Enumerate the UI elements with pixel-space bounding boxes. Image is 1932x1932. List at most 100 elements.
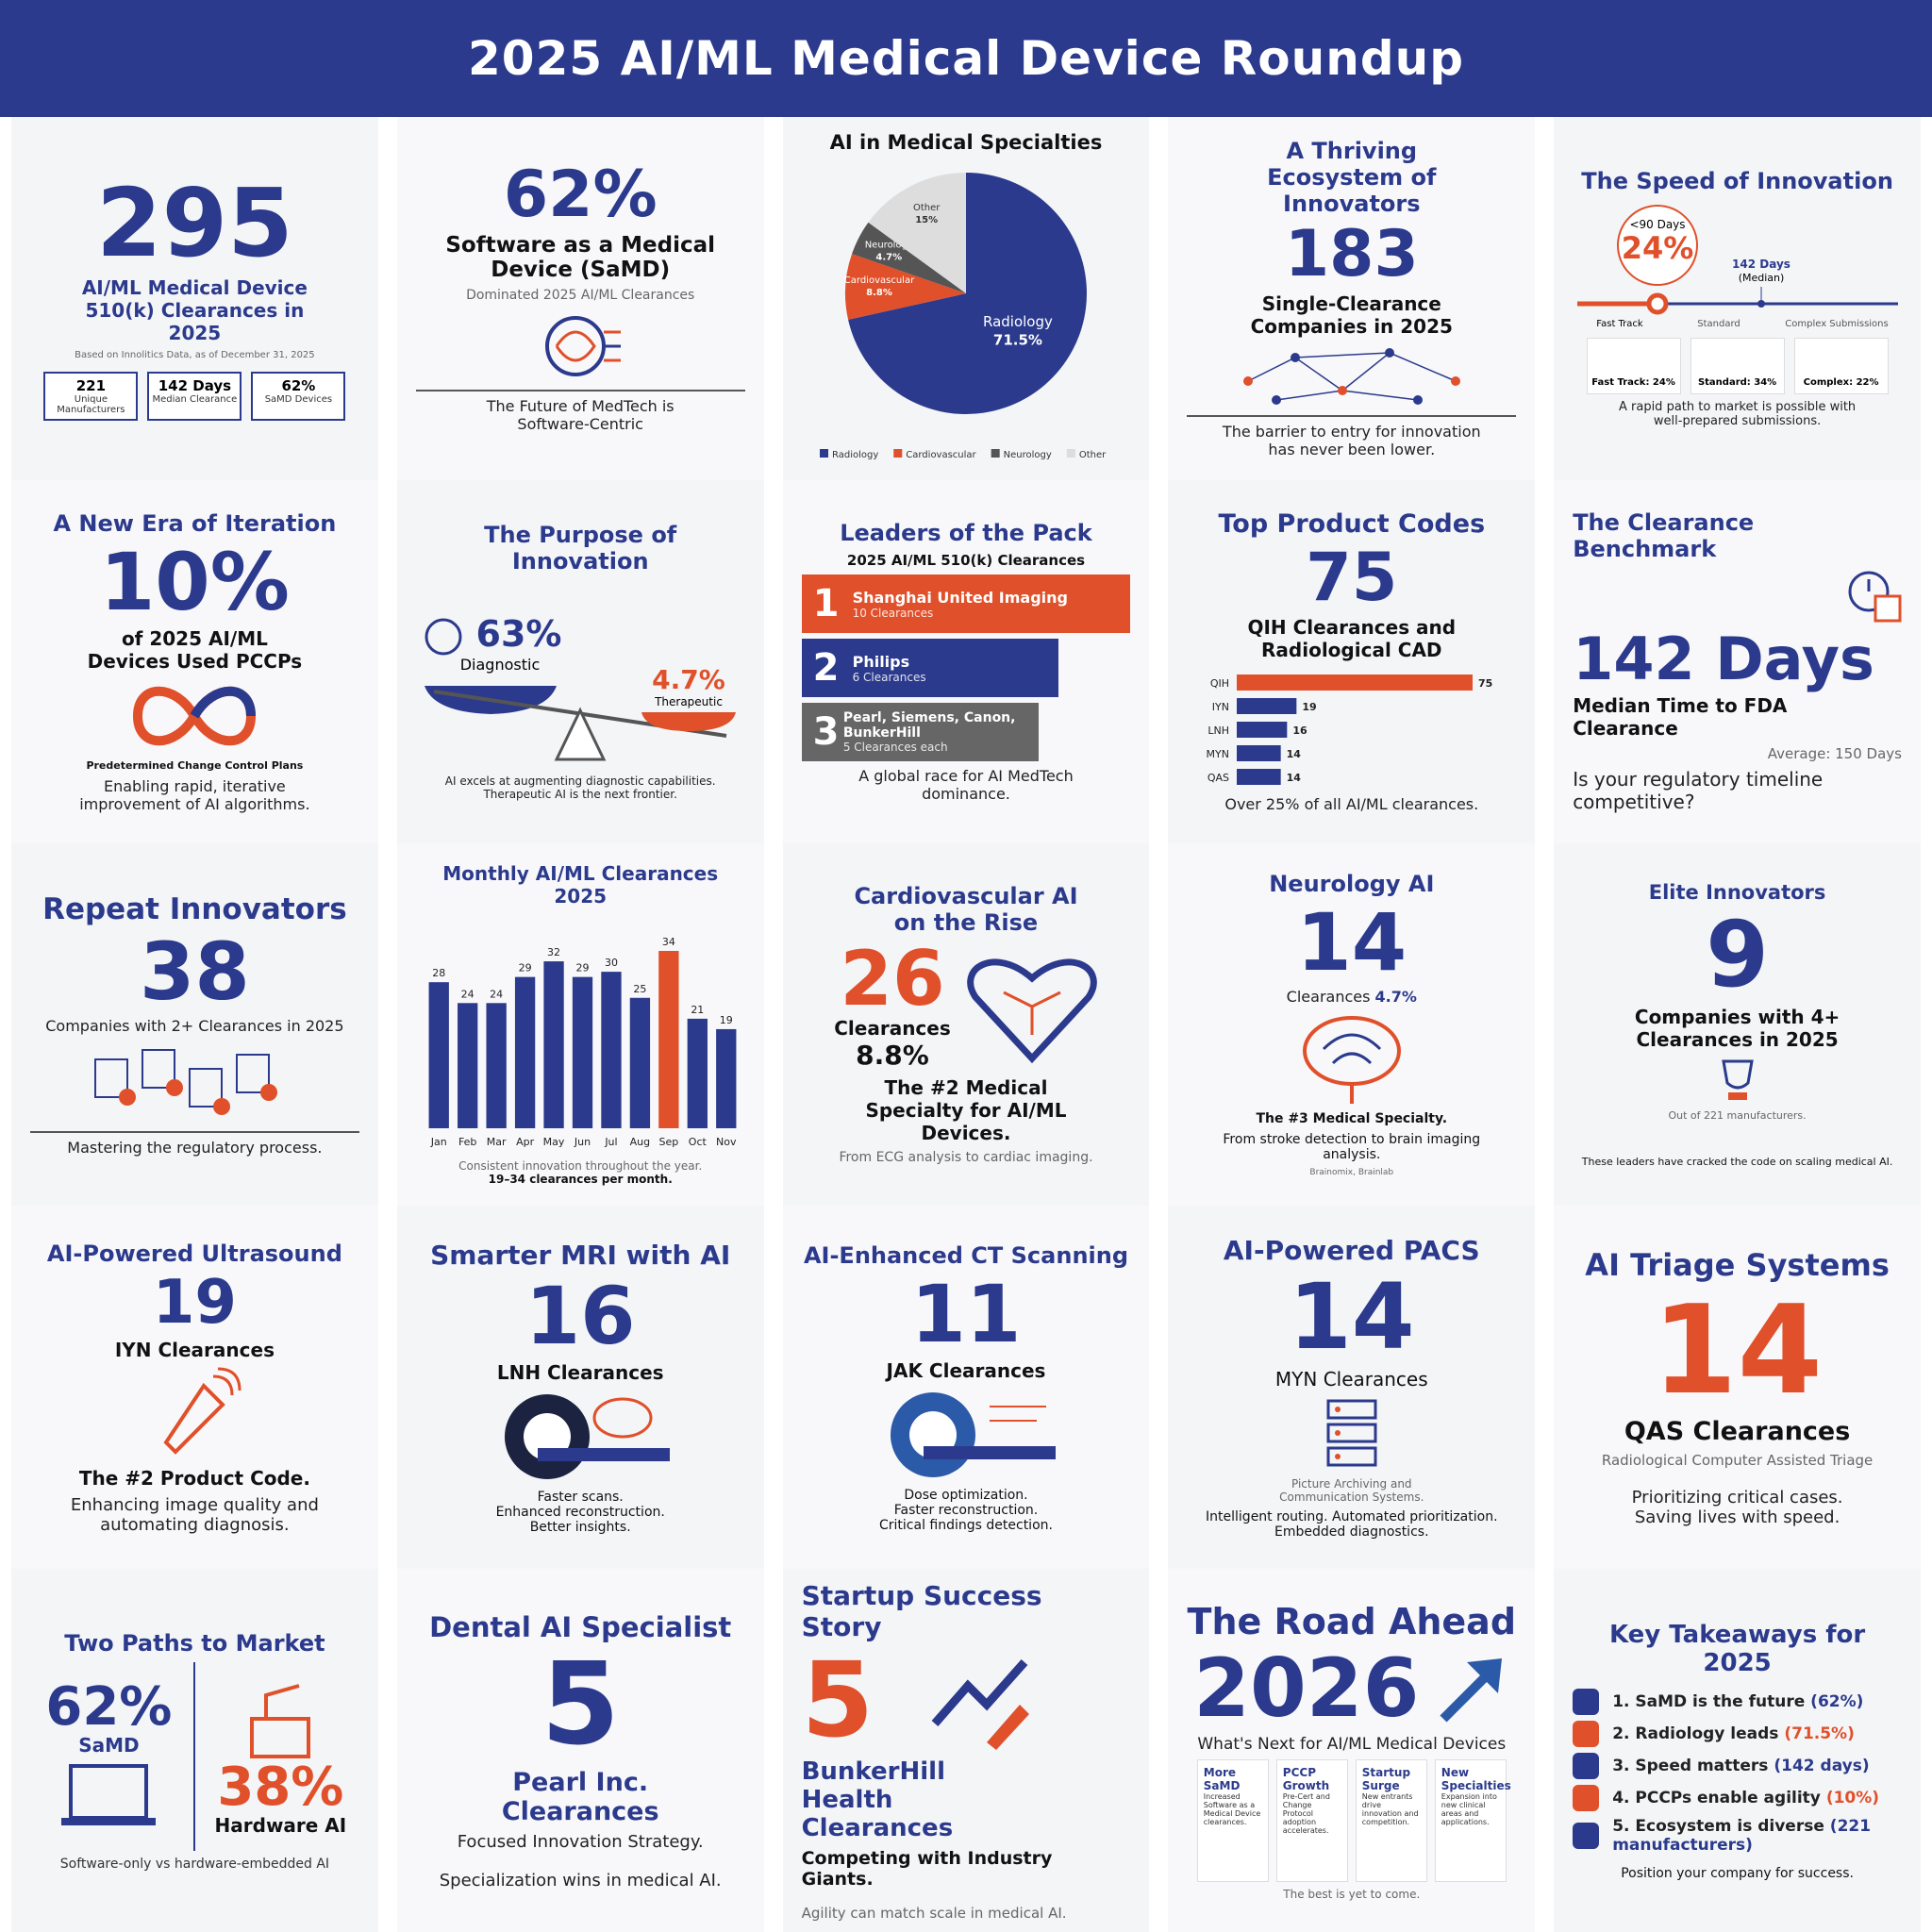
g: [94, 1048, 271, 1108]
box-row: Fast Track: 24% Standard: 34% Complex: 2…: [1586, 338, 1889, 395]
infinity-icon: [133, 686, 257, 745]
take-icon: [1573, 1688, 1600, 1715]
title: AI-Enhanced CT Scanning: [803, 1241, 1129, 1269]
title: AI Triage Systems: [1585, 1247, 1890, 1284]
title: Startup Success Story: [801, 1579, 1042, 1642]
text: Complex Submissions: [1785, 319, 1888, 329]
legend-label: Other: [1079, 450, 1107, 460]
big: 9: [1706, 901, 1769, 1008]
legend-swatch: [893, 449, 903, 458]
x-tick-label: Jul: [605, 1136, 618, 1148]
value-label: 24: [490, 989, 503, 1001]
big: 16: [525, 1270, 636, 1363]
trophy-icon: [1721, 1059, 1754, 1100]
bar: [1236, 675, 1473, 691]
span: 4. PCCPs enable agility (10%): [1612, 1789, 1879, 1807]
subtitle: Clearances: [834, 1017, 951, 1041]
take: 3. Speed matters (142 days): [1573, 1752, 1902, 1779]
note: Based on Innolitics Data, as of December…: [75, 349, 315, 360]
path: [641, 712, 737, 732]
scanner-icon: [505, 1394, 671, 1480]
note: From ECG analysis to cardiac imaging.: [839, 1150, 1093, 1166]
x-tick-label: Mar: [487, 1136, 507, 1148]
subtitle: Software as a Medical Device (SaMD): [445, 233, 716, 283]
take-hl: (62%): [1810, 1691, 1864, 1711]
note: Better insights.: [529, 1520, 631, 1536]
take-hl: (10%): [1825, 1788, 1880, 1807]
circle: [260, 1083, 278, 1101]
take-icon: [1573, 1784, 1600, 1811]
note: Average: 150 Days: [1767, 745, 1902, 763]
rule: [1187, 415, 1517, 418]
rect: [1727, 1091, 1747, 1100]
path: [213, 1367, 242, 1395]
x-tick-label: Apr: [516, 1136, 535, 1148]
subtitle: IYN Clearances: [114, 1338, 275, 1361]
stat-box: 142 Days Median Clearance: [147, 371, 242, 421]
subtitle: 8.8%: [856, 1040, 929, 1072]
bar: [1236, 722, 1288, 739]
road-item: Startup Surge New entrants drive innovati…: [1355, 1758, 1427, 1882]
speed-box: Standard: 34%: [1690, 338, 1785, 395]
title: AI-Powered PACS: [1223, 1235, 1480, 1267]
timeline: <90 Days 24% 142 Days (Median) Fast Trac…: [1576, 205, 1898, 329]
big: 5: [801, 1639, 874, 1760]
note: 2025 AI/ML 510(k) Clearances: [846, 552, 1086, 570]
pie-chart: AI in Medical Specialties Radiology 71.5% C…: [820, 131, 1107, 460]
card: Monthly AI/ML Clearances 2025 28 Jan 24 Feb…: [396, 842, 764, 1207]
text: <90 Days: [1629, 218, 1685, 231]
road-title: More SaMD: [1203, 1765, 1241, 1792]
circle: [1290, 353, 1300, 363]
g: [1003, 991, 1061, 1035]
g: [119, 1078, 278, 1115]
note: The #3 Medical Specialty.: [1256, 1111, 1448, 1127]
bar: [515, 977, 536, 1129]
stat-value: 62%: [281, 376, 316, 394]
rect: [923, 1445, 1056, 1459]
line: [1294, 357, 1343, 392]
subtitle: Median Time to FDA Clearance: [1573, 694, 1788, 741]
big: 26: [840, 935, 945, 1024]
circle: [1334, 1407, 1341, 1413]
value-label: 14: [1286, 748, 1301, 760]
arrow-icon: [1440, 1657, 1503, 1723]
x-tick-label: Aug: [630, 1136, 650, 1148]
col: 62% SaMD: [33, 1680, 184, 1832]
title: Pearl Inc. Clearances: [501, 1767, 659, 1826]
card: Top Product Codes 75 QIH Clearances and …: [1168, 479, 1536, 843]
circle: [1384, 348, 1394, 358]
leader-count: 10 Clearances: [852, 606, 934, 620]
x-tick-label: Oct: [689, 1136, 708, 1148]
rect: [1326, 1446, 1377, 1467]
value-label: 16: [1292, 724, 1307, 737]
leader-name: Pearl, Siemens, Canon, BunkerHill: [842, 710, 1016, 741]
circle: [119, 1088, 137, 1106]
circle: [1646, 292, 1669, 315]
text: Enabling rapid, iterative improvement of…: [79, 776, 310, 813]
subtitle: The #2 Medical Specialty for AI/ML Devic…: [865, 1076, 1067, 1145]
value-label: 29: [576, 962, 590, 974]
circle: [425, 618, 462, 656]
card: 62% Software as a Medical Device (SaMD) …: [396, 117, 764, 480]
value-label: 29: [519, 962, 532, 974]
pct: 4.7%: [1374, 988, 1417, 1007]
x-tick-label: Nov: [716, 1136, 737, 1148]
span: 3. Speed matters (142 days): [1612, 1757, 1869, 1775]
take-hl: (221 manufacturers): [1612, 1816, 1872, 1855]
subtitle: Single-Clearance Companies in 2025: [1250, 292, 1453, 339]
rule: [415, 390, 745, 392]
take-hl: (71.5%): [1784, 1724, 1855, 1743]
big: 2026: [1193, 1641, 1420, 1736]
title: Monthly AI/ML Clearances 2025: [442, 862, 719, 908]
subtitle: Hardware AI: [214, 1813, 347, 1837]
road-title: PCCP Growth: [1282, 1765, 1330, 1792]
header-title: 2025 AI/ML Medical Device Roundup: [0, 0, 1932, 117]
road-title: New Specialties: [1441, 1765, 1511, 1792]
path: [264, 1683, 300, 1719]
category-label: QAS: [1208, 772, 1229, 784]
title: Neurology AI: [1269, 871, 1435, 898]
g: [1247, 352, 1457, 402]
text: Standard: [1697, 319, 1740, 329]
rect: [61, 1817, 157, 1825]
